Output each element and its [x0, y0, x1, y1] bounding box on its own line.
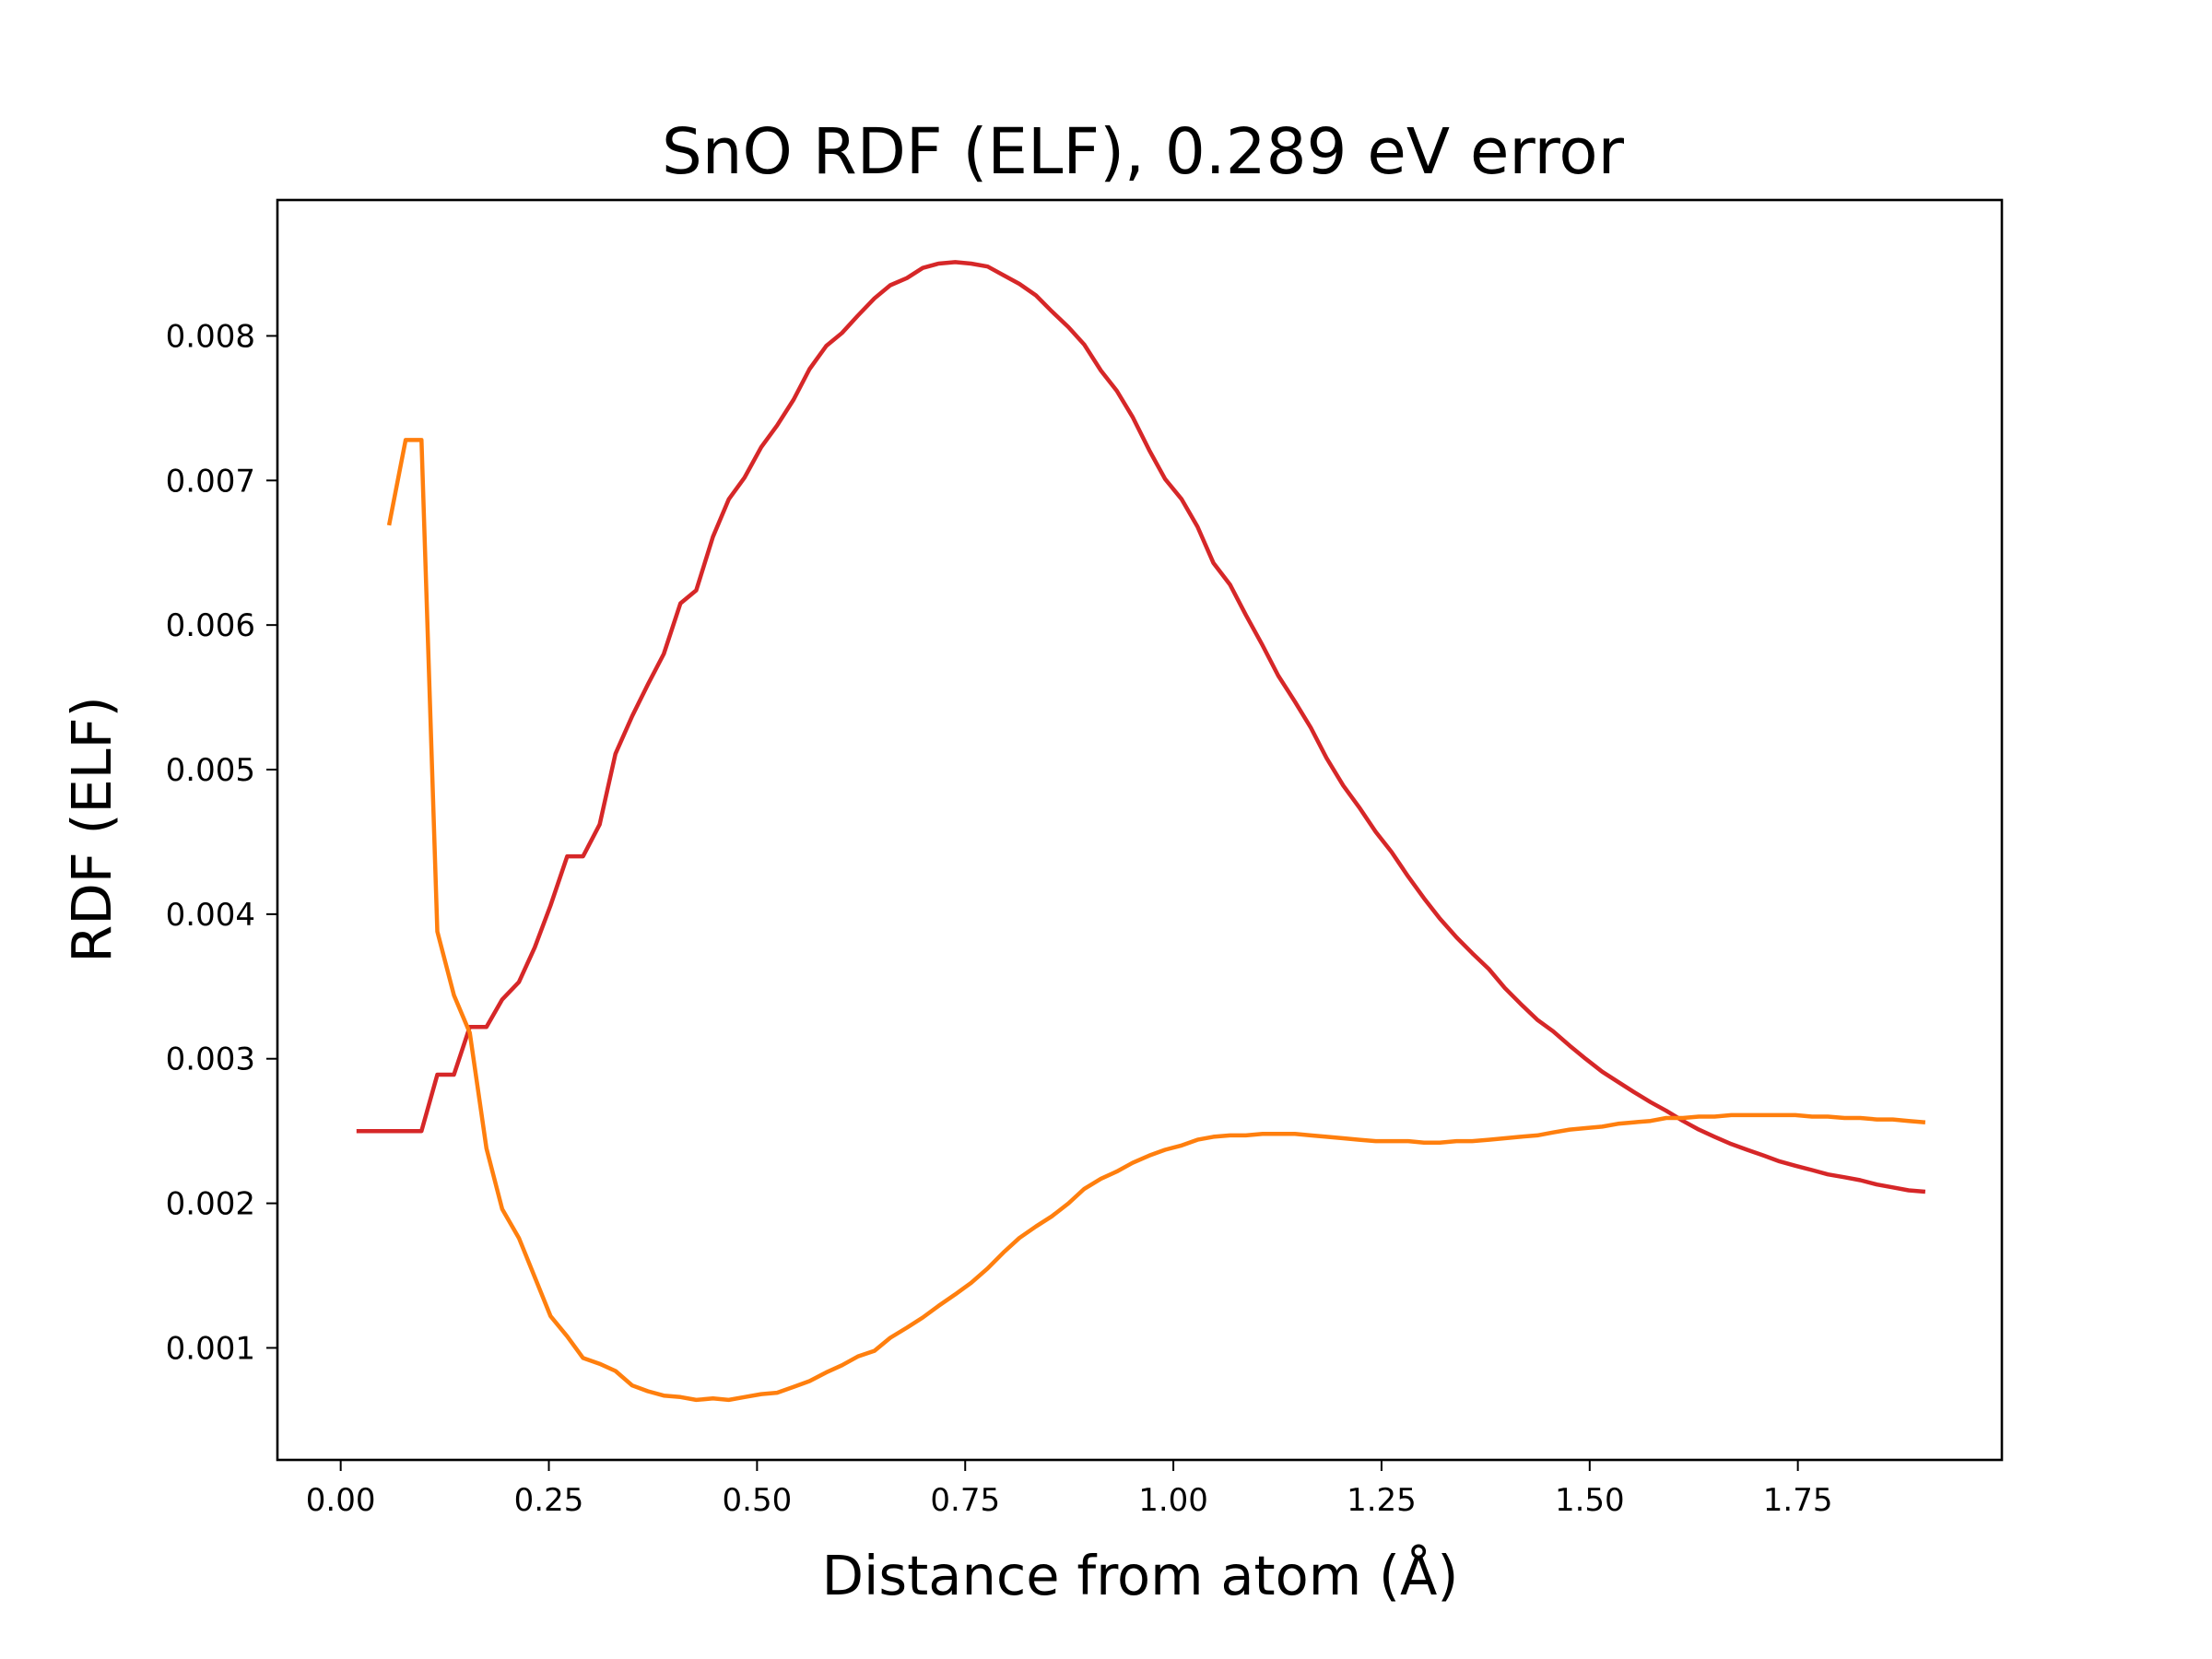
x-tick-label: 0.25 [514, 1482, 584, 1519]
y-tick-label: 0.003 [166, 1041, 255, 1078]
y-axis-ticks: 0.001 0.002 0.003 0.004 0.005 0.006 0.007 0.008 [166, 318, 277, 1367]
y-tick-label: 0.006 [166, 607, 255, 644]
chart-title: SnO RDF (ELF), 0.289 eV error [662, 115, 1625, 189]
plot-frame [276, 198, 2004, 1462]
y-tick-label: 0.007 [166, 463, 255, 500]
series-line-2 [386, 438, 1926, 1403]
y-tick-label: 0.005 [166, 752, 255, 789]
x-tick-label: 1.00 [1138, 1482, 1208, 1519]
x-tick-label: 0.75 [930, 1482, 1000, 1519]
plot-area [356, 260, 1926, 1403]
y-tick-label: 0.004 [166, 897, 255, 934]
y-tick-label: 0.008 [166, 318, 255, 355]
x-axis-label: Distance from atom (Å) [822, 1544, 1459, 1607]
x-tick-label: 1.50 [1555, 1482, 1625, 1519]
y-axis-label: RDF (ELF) [60, 696, 124, 962]
y-tick-label: 0.001 [166, 1330, 255, 1367]
x-axis-ticks: 0.00 0.25 0.50 0.75 1.00 1.25 1.50 1.75 [306, 1460, 1833, 1519]
x-tick-label: 0.00 [306, 1482, 376, 1519]
series-line-1 [356, 260, 1926, 1194]
x-tick-label: 1.25 [1347, 1482, 1417, 1519]
x-tick-label: 1.75 [1763, 1482, 1833, 1519]
y-tick-label: 0.002 [166, 1186, 255, 1223]
x-tick-label: 0.50 [723, 1482, 793, 1519]
